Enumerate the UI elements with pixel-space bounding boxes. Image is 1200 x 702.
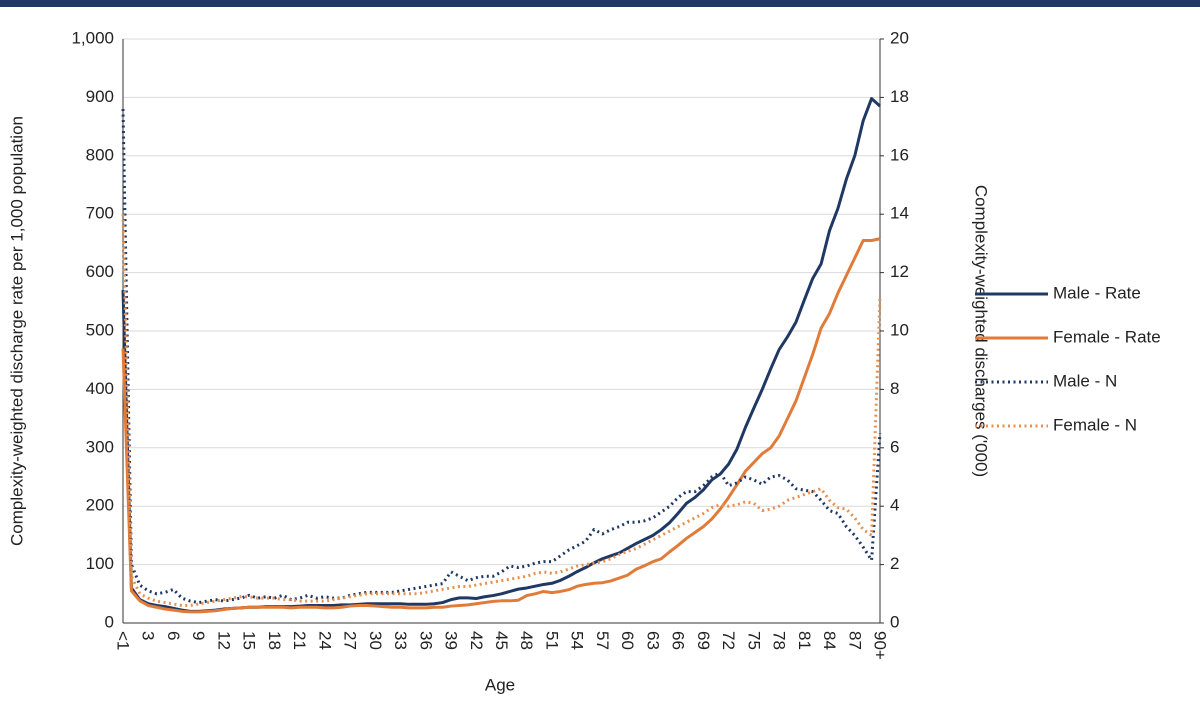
x-tick-label: <1: [114, 631, 133, 650]
series-line: [121, 214, 882, 607]
x-tick-label: 84: [820, 631, 839, 650]
x-tick-label: 27: [341, 631, 360, 650]
x-tick-label: 69: [694, 631, 713, 650]
y2-tick-label: 12: [890, 262, 909, 281]
x-tick-label: 3: [139, 631, 158, 640]
x-tick-label: 81: [795, 631, 814, 650]
legend-label: Male - Rate: [1053, 283, 1141, 302]
y2-tick-label: 8: [890, 379, 899, 398]
x-tick-label: 45: [492, 631, 511, 650]
y2-tick-label: 6: [890, 437, 899, 456]
y2-tick-label: 2: [890, 554, 899, 573]
y-tick-label: 0: [105, 612, 114, 631]
x-tick-label: 63: [643, 631, 662, 650]
x-tick-label: 57: [593, 631, 612, 650]
x-tick-label: 15: [240, 631, 259, 650]
y-tick-label: 200: [86, 496, 114, 515]
y-tick-label: 1,000: [71, 28, 114, 47]
y2-tick-label: 14: [890, 204, 909, 223]
y-tick-label: 600: [86, 262, 114, 281]
y-tick-label: 400: [86, 379, 114, 398]
y2-tick-label: 20: [890, 28, 909, 47]
x-tick-label: 18: [265, 631, 284, 650]
x-tick-label: 6: [164, 631, 183, 640]
y2-tick-label: 4: [890, 496, 899, 515]
legend-label: Male - N: [1053, 371, 1117, 390]
y2-tick-label: 10: [890, 320, 909, 339]
y2-axis-title: Complexity-weighted discharges ('000): [972, 185, 991, 477]
x-tick-label: 48: [517, 631, 536, 650]
x-tick-label: 33: [391, 631, 410, 650]
x-tick-label: 78: [770, 631, 789, 650]
x-tick-label: 51: [542, 631, 561, 650]
y-tick-label: 300: [86, 437, 114, 456]
series-line: [121, 97, 882, 613]
y-tick-label: 100: [86, 554, 114, 573]
y-tick-label: 500: [86, 320, 114, 339]
y2-tick-label: 0: [890, 612, 899, 631]
y-tick-label: 700: [86, 204, 114, 223]
x-tick-label: 54: [568, 631, 587, 650]
x-tick-label: 42: [467, 631, 486, 650]
header-bar: [0, 0, 1200, 7]
x-tick-label: 36: [416, 631, 435, 650]
legend-label: Female - N: [1053, 415, 1137, 434]
x-tick-label: 9: [189, 631, 208, 640]
x-tick-label: 24: [315, 631, 334, 650]
y-axis-title: Complexity-weighted discharge rate per 1…: [7, 116, 26, 546]
x-tick-label: 72: [719, 631, 738, 650]
x-tick-label: 12: [214, 631, 233, 650]
x-axis-title: Age: [485, 675, 515, 694]
x-tick-label: 66: [669, 631, 688, 650]
y-tick-label: 900: [86, 87, 114, 106]
x-tick-label: 21: [290, 631, 309, 650]
y2-tick-label: 16: [890, 145, 909, 164]
series-line: [121, 109, 882, 605]
x-tick-label: 39: [442, 631, 461, 650]
series-line: [121, 237, 881, 614]
x-tick-label: 60: [618, 631, 637, 650]
x-tick-label: 90+: [871, 631, 890, 660]
x-tick-label: 87: [845, 631, 864, 650]
x-tick-label: 30: [366, 631, 385, 650]
x-tick-label: 75: [744, 631, 763, 650]
y2-tick-label: 18: [890, 87, 909, 106]
y-tick-label: 800: [86, 145, 114, 164]
legend-label: Female - Rate: [1053, 327, 1161, 346]
